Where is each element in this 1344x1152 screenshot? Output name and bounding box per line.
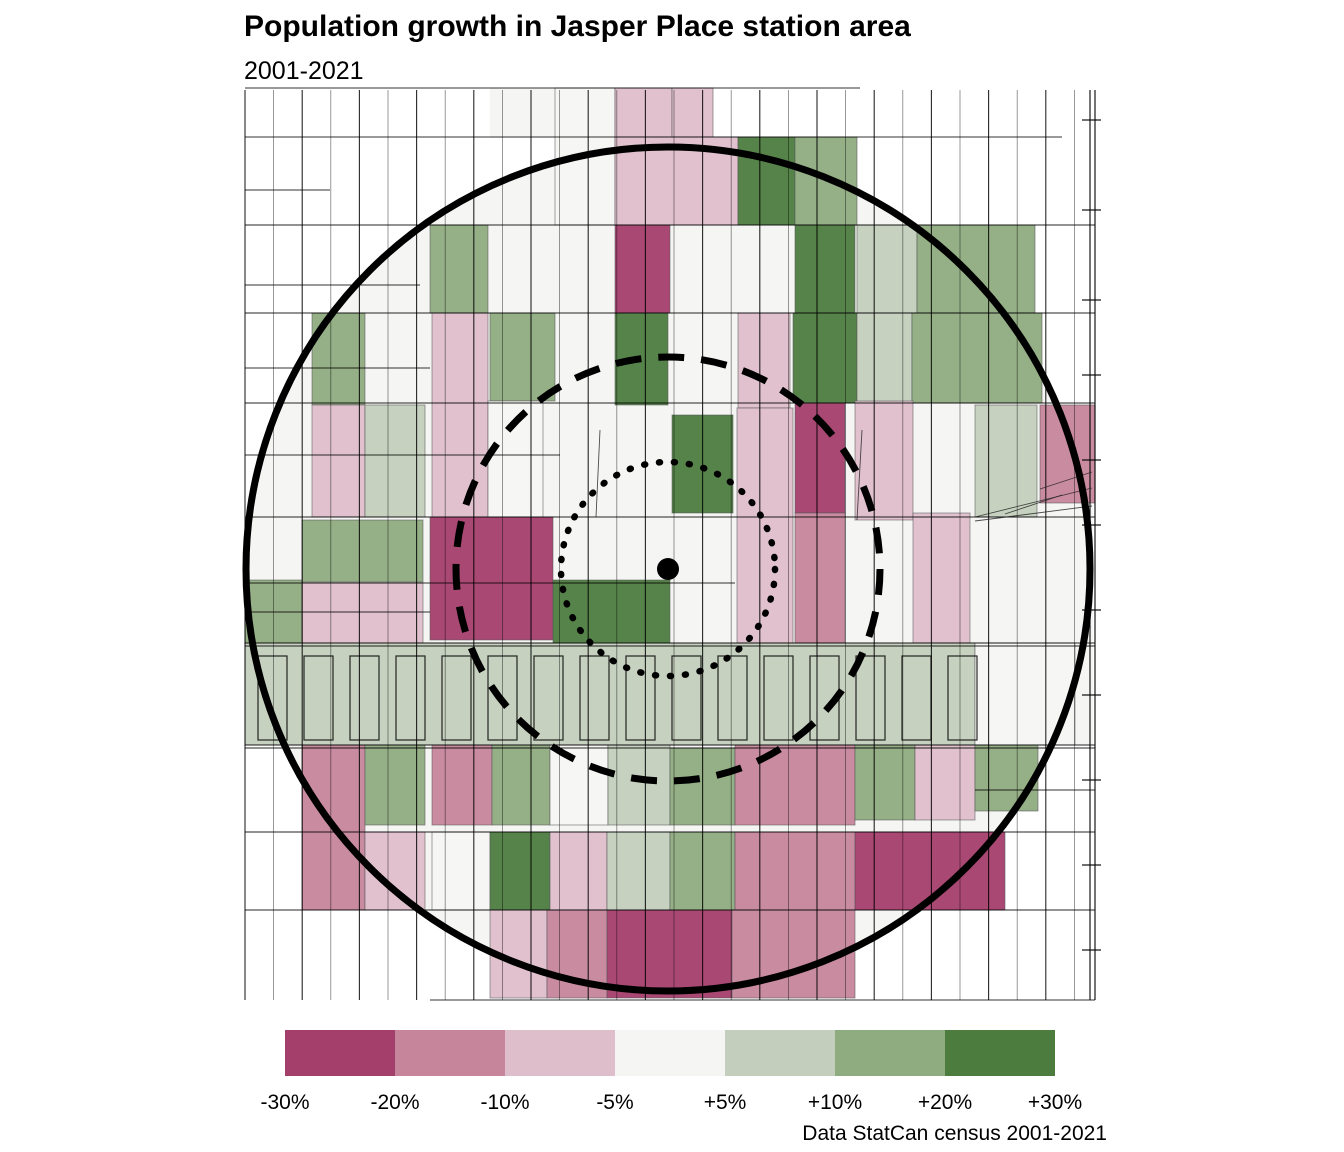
page-subtitle: 2001-2021 bbox=[244, 57, 364, 85]
data-source-caption: Data StatCan census 2001-2021 bbox=[802, 1122, 1107, 1145]
page-title: Population growth in Jasper Place statio… bbox=[244, 10, 911, 43]
